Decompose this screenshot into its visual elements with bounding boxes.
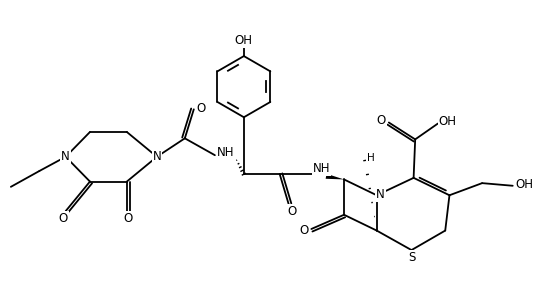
Text: O: O [377,114,386,127]
Text: NH: NH [312,162,330,175]
Text: O: O [197,102,206,115]
Text: OH: OH [439,115,456,128]
Text: OH: OH [515,178,533,191]
Text: H: H [366,153,374,163]
Text: O: O [123,212,133,225]
Text: O: O [299,224,309,237]
Text: O: O [287,205,296,218]
Text: O: O [58,212,68,225]
Text: N: N [61,150,70,163]
Text: N: N [153,150,161,163]
Text: NH: NH [217,145,234,158]
Text: OH: OH [235,34,253,47]
Text: S: S [408,251,415,264]
Text: N: N [376,188,385,201]
Polygon shape [326,174,344,179]
